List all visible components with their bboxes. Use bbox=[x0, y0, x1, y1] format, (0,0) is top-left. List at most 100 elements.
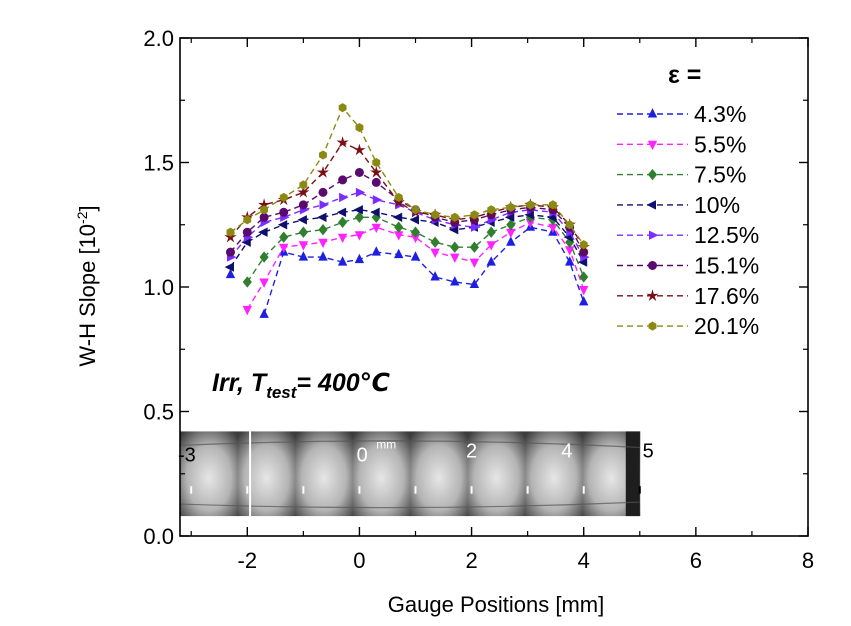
legend-entry: 4.3% bbox=[617, 101, 746, 127]
inset-scale-label: mm bbox=[376, 437, 396, 451]
legend-label: 4.3% bbox=[694, 101, 746, 127]
legend-label: 20.1% bbox=[694, 313, 759, 339]
data-point bbox=[579, 296, 589, 306]
legend-marker bbox=[646, 200, 657, 210]
data-point bbox=[258, 227, 268, 237]
data-point bbox=[225, 247, 235, 257]
data-point bbox=[318, 251, 328, 261]
data-point bbox=[431, 210, 440, 220]
data-point bbox=[394, 192, 403, 202]
data-point bbox=[355, 123, 364, 133]
series-10% bbox=[224, 205, 588, 272]
y-tick-label: 0.0 bbox=[143, 524, 174, 549]
annotation-main: Irr, T bbox=[212, 369, 269, 397]
data-point bbox=[354, 231, 365, 241]
y-tick-label: 0.5 bbox=[143, 400, 174, 425]
series-20.1% bbox=[226, 103, 588, 250]
data-point bbox=[410, 226, 421, 238]
data-point bbox=[371, 223, 381, 234]
series-line bbox=[263, 226, 585, 315]
data-point bbox=[316, 166, 330, 178]
data-point bbox=[225, 268, 236, 279]
legend-label: 15.1% bbox=[694, 253, 759, 279]
inset-scale-label: 5 bbox=[643, 440, 654, 462]
data-point bbox=[338, 216, 348, 228]
y-axis-label-main: W-H Slope [10 bbox=[75, 224, 100, 367]
data-point bbox=[298, 226, 308, 238]
specimen-lower-edge-line bbox=[179, 501, 640, 509]
legend-label: 17.6% bbox=[694, 283, 759, 309]
legend-marker bbox=[646, 289, 659, 302]
data-point bbox=[297, 215, 307, 225]
data-point bbox=[450, 276, 460, 286]
legend: 4.3% 5.5% 7.5% 10% 12.5% 15.1% 17.6% 20.1% bbox=[617, 101, 759, 339]
legend-entry: 12.5% bbox=[617, 222, 759, 248]
data-point bbox=[487, 205, 496, 215]
data-point bbox=[394, 221, 404, 233]
axis-text: Gauge Positions [mm] W-H Slope [10-2] Ir… bbox=[74, 61, 701, 617]
data-point bbox=[279, 207, 289, 217]
data-point bbox=[318, 224, 328, 236]
data-point bbox=[486, 226, 496, 238]
data-point bbox=[430, 248, 440, 258]
legend-entry: 15.1% bbox=[617, 253, 759, 279]
data-point bbox=[259, 308, 269, 318]
micrograph-tile bbox=[294, 431, 353, 517]
data-point bbox=[486, 241, 496, 251]
x-tick-label: -2 bbox=[238, 548, 258, 573]
data-point bbox=[450, 241, 460, 253]
legend-label: 12.5% bbox=[694, 222, 759, 248]
data-point bbox=[355, 187, 366, 198]
data-point bbox=[469, 241, 479, 253]
data-point bbox=[372, 195, 383, 205]
data-point bbox=[450, 212, 459, 222]
legend-marker bbox=[648, 321, 657, 331]
data-point bbox=[242, 227, 252, 237]
data-point bbox=[450, 253, 460, 263]
data-point bbox=[548, 200, 557, 210]
y-axis-label-exponent: -2 bbox=[74, 211, 90, 224]
specimen-upper-edge-line bbox=[179, 440, 640, 449]
series-17.6% bbox=[224, 136, 590, 253]
data-point bbox=[298, 200, 308, 210]
data-point bbox=[410, 251, 421, 261]
inset-scale-label: 4 bbox=[561, 440, 572, 462]
data-point bbox=[338, 103, 347, 113]
data-point bbox=[506, 236, 516, 246]
annotation-rest: = 400℃ bbox=[296, 369, 390, 397]
data-point bbox=[277, 220, 288, 230]
micrograph-tile bbox=[352, 431, 411, 517]
y-tick-label: 1.5 bbox=[143, 151, 174, 176]
micrograph-tile bbox=[467, 431, 526, 517]
data-point bbox=[470, 222, 481, 232]
data-point bbox=[337, 256, 348, 266]
data-point bbox=[224, 262, 234, 272]
data-point bbox=[337, 233, 348, 244]
x-tick-label: 2 bbox=[465, 548, 477, 573]
data-point bbox=[430, 271, 440, 281]
data-point bbox=[336, 136, 349, 148]
data-point bbox=[506, 219, 516, 231]
data-point bbox=[318, 238, 328, 249]
x-tick-label: 8 bbox=[802, 548, 814, 573]
micrograph-tile bbox=[237, 431, 296, 517]
x-tick-label: 4 bbox=[578, 548, 590, 573]
legend-marker bbox=[647, 168, 658, 181]
data-point bbox=[279, 192, 288, 202]
micrograph-tile bbox=[409, 431, 468, 517]
data-point bbox=[353, 143, 366, 156]
axes-frame: -2 0 2 4 6 8 0.0 0.5 1.0 1.5 2.0 bbox=[143, 26, 814, 573]
data-point bbox=[394, 248, 404, 259]
specimen-edge bbox=[625, 431, 640, 517]
x-axis-label: Gauge Positions [mm] bbox=[388, 592, 604, 617]
legend-entry: 20.1% bbox=[617, 313, 759, 339]
inset-scale-label: 2 bbox=[466, 440, 477, 462]
data-point bbox=[370, 207, 380, 217]
specimen-micrograph-inset: -3 0 mm 2 4 5 bbox=[178, 431, 654, 517]
legend-label: 10% bbox=[694, 192, 740, 218]
data-point bbox=[336, 207, 347, 217]
legend-label: 7.5% bbox=[694, 162, 746, 188]
data-point bbox=[242, 276, 252, 288]
data-point bbox=[469, 258, 480, 268]
